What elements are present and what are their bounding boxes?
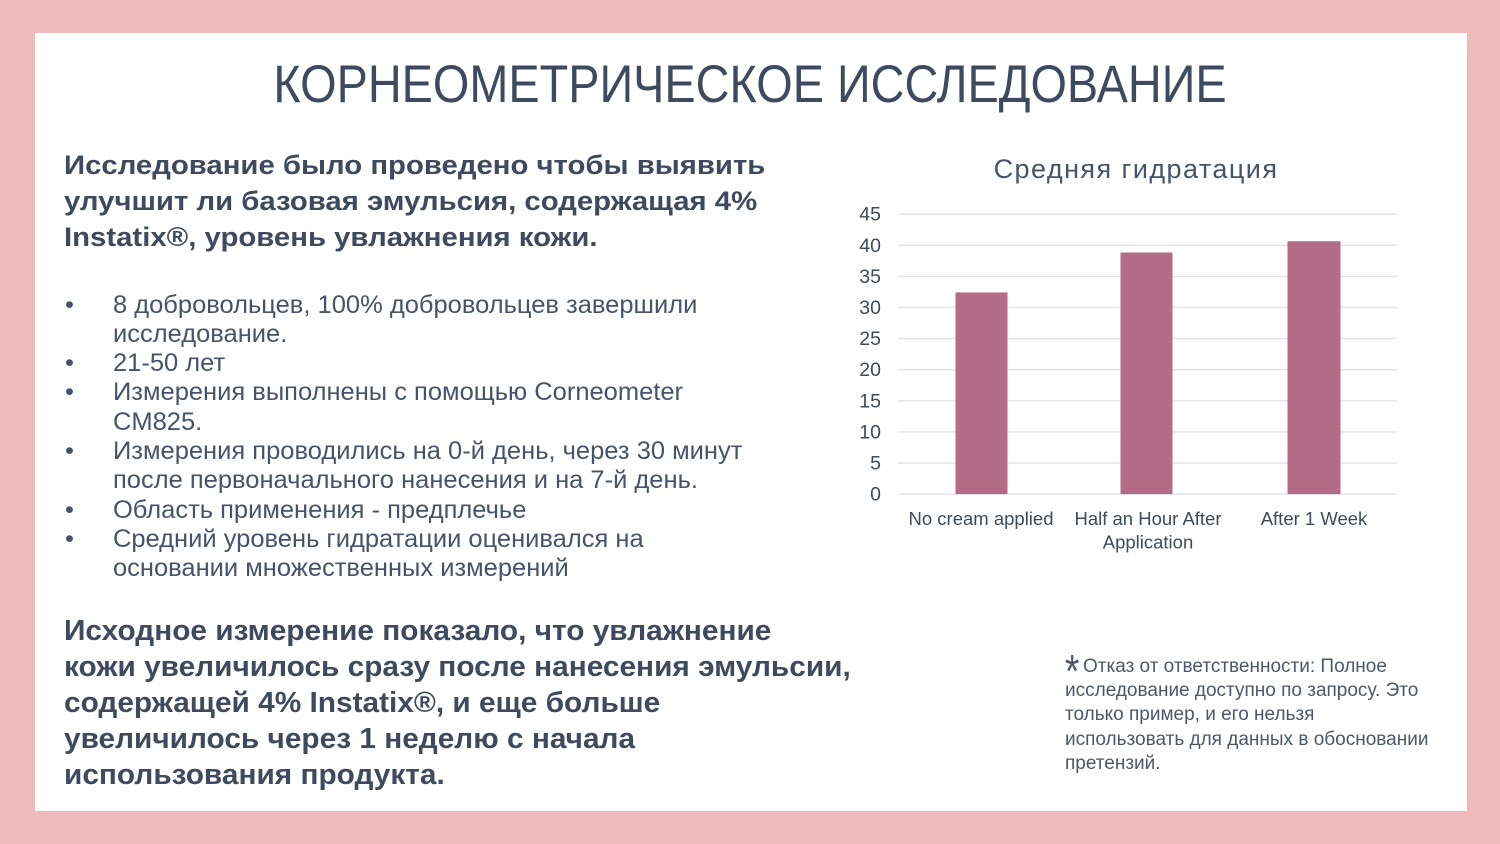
svg-text:10: 10 [859,421,881,443]
svg-text:45: 45 [859,204,881,226]
svg-text:40: 40 [859,235,881,257]
svg-text:After 1 Week: After 1 Week [1261,508,1368,529]
svg-text:15: 15 [859,390,881,412]
svg-text:5: 5 [870,453,881,475]
svg-text:30: 30 [859,297,881,319]
svg-text:0: 0 [870,484,881,506]
svg-text:25: 25 [859,328,881,350]
svg-text:Application: Application [1103,532,1194,553]
svg-text:No cream applied: No cream applied [909,508,1054,529]
svg-text:20: 20 [859,359,881,381]
svg-text:Half an Hour After: Half an Hour After [1074,508,1221,529]
svg-text:35: 35 [859,266,881,288]
